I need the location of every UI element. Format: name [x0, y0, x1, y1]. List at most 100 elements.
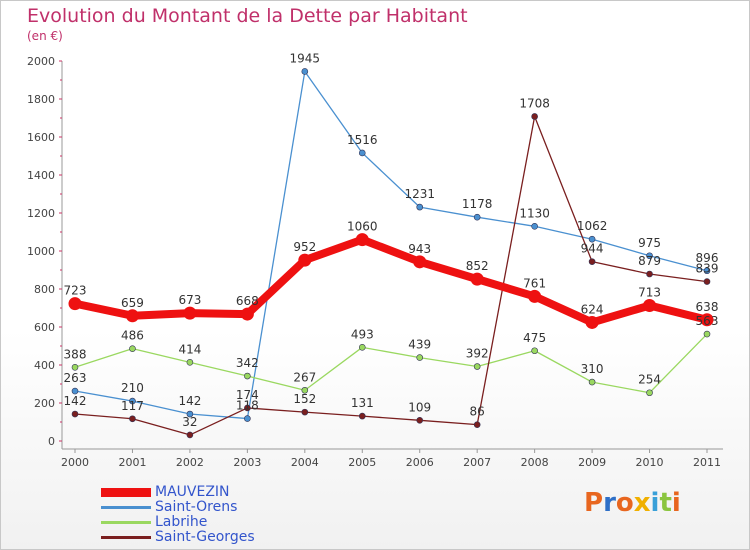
data-point [129, 397, 136, 405]
x-tick-label: 2010 [636, 456, 664, 469]
data-point [71, 387, 79, 395]
data-label: 896 [696, 251, 719, 265]
data-point [531, 223, 538, 230]
x-tick-label: 2005 [348, 456, 376, 469]
data-point [585, 315, 599, 329]
data-label: 944 [581, 242, 604, 256]
logo-letter: x [633, 488, 651, 518]
data-label: 1130 [519, 206, 550, 220]
logo-letter: i [671, 488, 681, 518]
data-label: 624 [581, 302, 604, 316]
x-tick-label: 2008 [521, 456, 549, 469]
data-point [71, 410, 79, 418]
data-label: 117 [121, 399, 144, 413]
data-label: 414 [178, 342, 201, 356]
data-label: 267 [293, 370, 316, 384]
data-label: 342 [236, 356, 259, 370]
data-point [129, 345, 136, 352]
data-point [125, 309, 139, 323]
data-label: 388 [64, 347, 87, 361]
data-point [588, 378, 596, 386]
legend-label: Saint-Georges [155, 529, 255, 545]
data-point [703, 278, 711, 285]
data-point [244, 415, 251, 422]
logo-letter: i [650, 488, 660, 518]
y-tick-label: 1800 [27, 93, 55, 106]
data-label: 475 [523, 331, 546, 345]
chart-title: Evolution du Montant de la Dette par Hab… [27, 5, 468, 27]
logo-letter: P [584, 488, 604, 518]
data-label: 86 [470, 405, 485, 419]
data-point [244, 372, 251, 380]
data-point [298, 253, 312, 267]
y-tick-label: 600 [34, 321, 55, 334]
data-point [643, 299, 657, 313]
x-tick-label: 2003 [233, 456, 261, 469]
legend-swatch [101, 536, 151, 539]
data-label: 638 [696, 300, 719, 314]
data-label: 392 [466, 347, 489, 361]
data-point [301, 386, 309, 394]
data-label: 1231 [404, 187, 435, 201]
proxiti-logo: Proxiti [584, 488, 681, 518]
data-label: 142 [178, 394, 201, 408]
data-label: 952 [293, 240, 316, 254]
data-point [358, 149, 366, 157]
data-label: 879 [638, 254, 661, 268]
data-label: 263 [64, 371, 87, 385]
data-label: 839 [696, 262, 719, 276]
data-point [68, 297, 82, 311]
legend-label: Labrihe [155, 514, 208, 530]
data-point [186, 431, 194, 439]
data-label: 131 [351, 396, 374, 410]
y-tick-label: 0 [48, 435, 55, 448]
legend-label: Saint-Orens [155, 499, 238, 515]
data-point [700, 313, 714, 327]
data-label: 1178 [462, 197, 493, 211]
data-point [183, 306, 197, 320]
data-point [416, 203, 424, 211]
data-label: 142 [64, 394, 87, 408]
x-tick-label: 2011 [693, 456, 721, 469]
data-point [416, 416, 424, 424]
legend-label: MAUVEZIN [155, 484, 230, 500]
data-label: 32 [182, 415, 197, 429]
y-tick-label: 1000 [27, 245, 55, 258]
data-point [186, 410, 194, 418]
series-line-labrihe [74, 333, 708, 394]
data-label: 1708 [519, 96, 550, 110]
y-tick-label: 200 [34, 397, 55, 410]
data-point [646, 270, 653, 278]
data-point [358, 344, 366, 351]
y-tick-label: 800 [34, 283, 55, 296]
data-point [473, 363, 481, 370]
legend-swatch [101, 506, 151, 509]
data-point [588, 258, 596, 265]
legend-swatch [101, 488, 151, 497]
x-tick-label: 2007 [463, 456, 491, 469]
series-line-mauvezin [71, 235, 711, 327]
data-point [413, 255, 427, 269]
data-point [129, 415, 136, 423]
data-label: 152 [293, 392, 316, 406]
data-point [301, 68, 309, 75]
y-tick-label: 1400 [27, 169, 55, 182]
data-point [588, 235, 596, 243]
data-point [355, 233, 369, 247]
logo-letter: r [603, 488, 616, 518]
data-label: 713 [638, 286, 661, 300]
data-label: 673 [178, 293, 201, 307]
data-label: 109 [408, 400, 431, 414]
data-label: 486 [121, 329, 144, 343]
data-point [703, 330, 711, 338]
data-point [301, 408, 309, 416]
data-label: 563 [696, 314, 719, 328]
data-label: 118 [236, 399, 259, 413]
data-label: 975 [638, 236, 661, 250]
data-label: 210 [121, 381, 144, 395]
data-label: 439 [408, 338, 431, 352]
x-tick-label: 2002 [176, 456, 204, 469]
data-point [646, 252, 653, 260]
